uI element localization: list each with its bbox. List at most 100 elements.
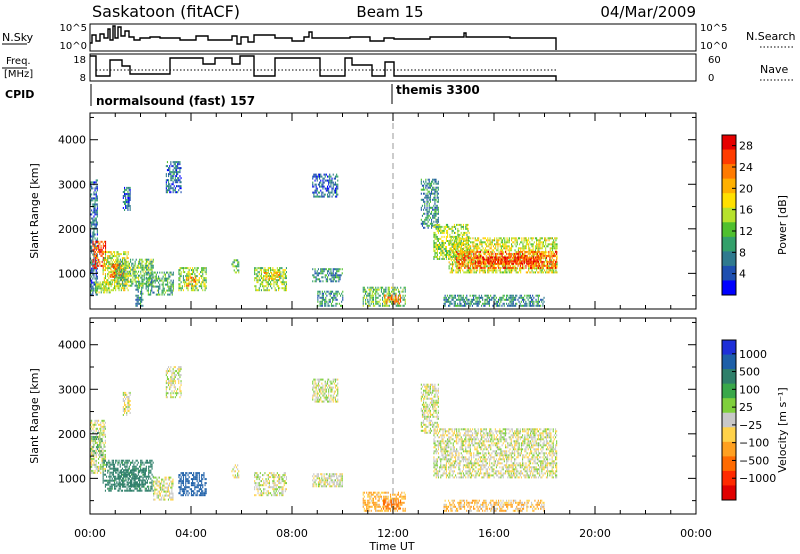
- heatmap-cell: [159, 271, 161, 274]
- heatmap-cell: [312, 177, 314, 180]
- heatmap-cell: [100, 248, 102, 251]
- heatmap-cell: [464, 271, 466, 274]
- heatmap-cell: [427, 214, 429, 217]
- heatmap-cell: [131, 268, 133, 271]
- heatmap-cell: [492, 245, 494, 248]
- heatmap-cell: [456, 235, 458, 238]
- heatmap-cell: [169, 171, 171, 174]
- heatmap-cell: [499, 271, 501, 274]
- heatmap-cell: [118, 287, 120, 290]
- heatmap-cell: [443, 252, 445, 254]
- heatmap-cell: [124, 264, 126, 267]
- heatmap-cell: [284, 289, 286, 292]
- heatmap-cell: [98, 244, 100, 247]
- heatmap-cell: [124, 191, 126, 193]
- heatmap-cell: [332, 276, 334, 279]
- nsearch-label: N.Search: [746, 30, 796, 43]
- heatmap-cell: [279, 275, 281, 278]
- heatmap-cell: [426, 182, 428, 185]
- heatmap-cell: [531, 304, 533, 307]
- heatmap-cell: [154, 271, 156, 274]
- heatmap-cell: [545, 241, 547, 244]
- heatmap-cell: [337, 276, 339, 279]
- heatmap-cell: [535, 264, 537, 267]
- heatmap-cell: [502, 296, 504, 299]
- heatmap-cell: [509, 259, 511, 262]
- heatmap-cell: [103, 269, 105, 272]
- heatmap-cell: [203, 277, 205, 280]
- heatmap-cell: [474, 294, 476, 297]
- heatmap-cell: [532, 271, 534, 274]
- heatmap-cell: [538, 258, 540, 261]
- heatmap-cell: [492, 256, 494, 259]
- heatmap-cell: [193, 280, 195, 283]
- heatmap-cell: [319, 280, 321, 283]
- heatmap-cell: [488, 304, 490, 307]
- heatmap-cell: [534, 267, 536, 270]
- heatmap-cell: [496, 304, 498, 307]
- heatmap-cell: [163, 287, 165, 290]
- heatmap-cell: [447, 229, 449, 232]
- heatmap-cell: [470, 247, 472, 250]
- heatmap-cell: [482, 241, 484, 244]
- heatmap-cell: [445, 298, 447, 301]
- heatmap-cell: [536, 294, 538, 297]
- heatmap-cell: [92, 223, 94, 226]
- heatmap-cell: [469, 259, 471, 262]
- heatmap-cell: [118, 280, 120, 283]
- heatmap-cell: [505, 245, 507, 248]
- heatmap-cell: [453, 269, 455, 272]
- heatmap-cell: [436, 212, 438, 215]
- heatmap-cell: [511, 271, 513, 274]
- heatmap-cell: [511, 239, 513, 242]
- heatmap-cell: [94, 237, 96, 240]
- heatmap-cell: [520, 254, 522, 257]
- heatmap-cell: [427, 224, 429, 227]
- heatmap-cell: [316, 187, 318, 190]
- heatmap-cell: [92, 273, 94, 276]
- heatmap-cell: [537, 264, 539, 267]
- heatmap-cell: [506, 256, 508, 259]
- heatmap-cell: [440, 252, 442, 254]
- heatmap-cell: [97, 283, 99, 286]
- heatmap-cell: [314, 189, 316, 192]
- heatmap-cell: [370, 288, 372, 291]
- heatmap-cell: [509, 296, 511, 299]
- heatmap-cell: [105, 242, 107, 245]
- heatmap-cell: [536, 260, 538, 263]
- heatmap-cell: [420, 208, 422, 211]
- heatmap-cell: [531, 245, 533, 248]
- heatmap-cell: [314, 173, 316, 176]
- heatmap-cell: [143, 266, 145, 269]
- heatmap-cell: [528, 243, 530, 246]
- heatmap-cell: [532, 304, 534, 307]
- heatmap-cell: [470, 260, 472, 263]
- heatmap-cell: [110, 269, 112, 272]
- heatmap-cell: [477, 256, 479, 259]
- heatmap-cell: [503, 298, 505, 301]
- heatmap-cell: [490, 245, 492, 248]
- heatmap-cell: [398, 302, 400, 305]
- heatmap-cell: [480, 266, 482, 269]
- heatmap-cell: [511, 245, 513, 248]
- heatmap-cell: [533, 304, 535, 307]
- heatmap-cell: [435, 233, 437, 236]
- heatmap-cell: [144, 264, 146, 267]
- heatmap-cell: [533, 241, 535, 244]
- heatmap-cell: [187, 267, 189, 270]
- heatmap-cell: [514, 258, 516, 261]
- heatmap-cell: [378, 288, 380, 291]
- heatmap-cell: [536, 237, 538, 240]
- heatmap-cell: [182, 279, 184, 282]
- heatmap-cell: [321, 294, 323, 297]
- heatmap-cell: [502, 266, 504, 269]
- heatmap-cell: [537, 271, 539, 274]
- heatmap-cell: [451, 235, 453, 238]
- heatmap-cell: [332, 298, 334, 301]
- heatmap-cell: [486, 258, 488, 261]
- heatmap-cell: [97, 256, 99, 259]
- heatmap-cell: [447, 240, 449, 242]
- heatmap-cell: [448, 251, 450, 254]
- heatmap-cell: [433, 250, 435, 252]
- heatmap-cell: [518, 260, 520, 263]
